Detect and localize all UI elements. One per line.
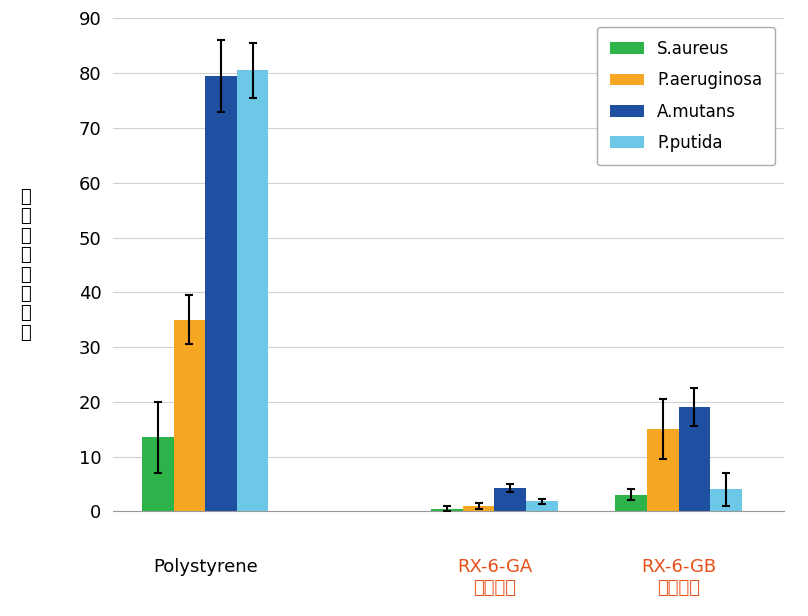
Bar — [431, 509, 463, 511]
Legend: S.aureus, P.aeruginosa, A.mutans, P.putida: S.aureus, P.aeruginosa, A.mutans, P.puti… — [597, 27, 776, 166]
Bar — [142, 437, 174, 511]
Bar — [237, 70, 268, 511]
Bar — [205, 76, 237, 511]
Text: RX-6-GB
シリーズ: RX-6-GB シリーズ — [641, 558, 716, 597]
Bar — [710, 489, 742, 511]
Text: RX-6-GA
シリーズ: RX-6-GA シリーズ — [457, 558, 532, 597]
Bar — [616, 495, 647, 511]
Bar — [679, 407, 710, 511]
Bar — [463, 506, 494, 511]
Bar — [174, 320, 205, 511]
Bar — [647, 429, 679, 511]
Bar — [526, 501, 558, 511]
Text: Polystyrene: Polystyrene — [153, 558, 258, 576]
Bar — [494, 488, 526, 511]
Text: 表
面
被
覆
率
（
％
）: 表 面 被 覆 率 （ ％ ） — [20, 188, 32, 342]
